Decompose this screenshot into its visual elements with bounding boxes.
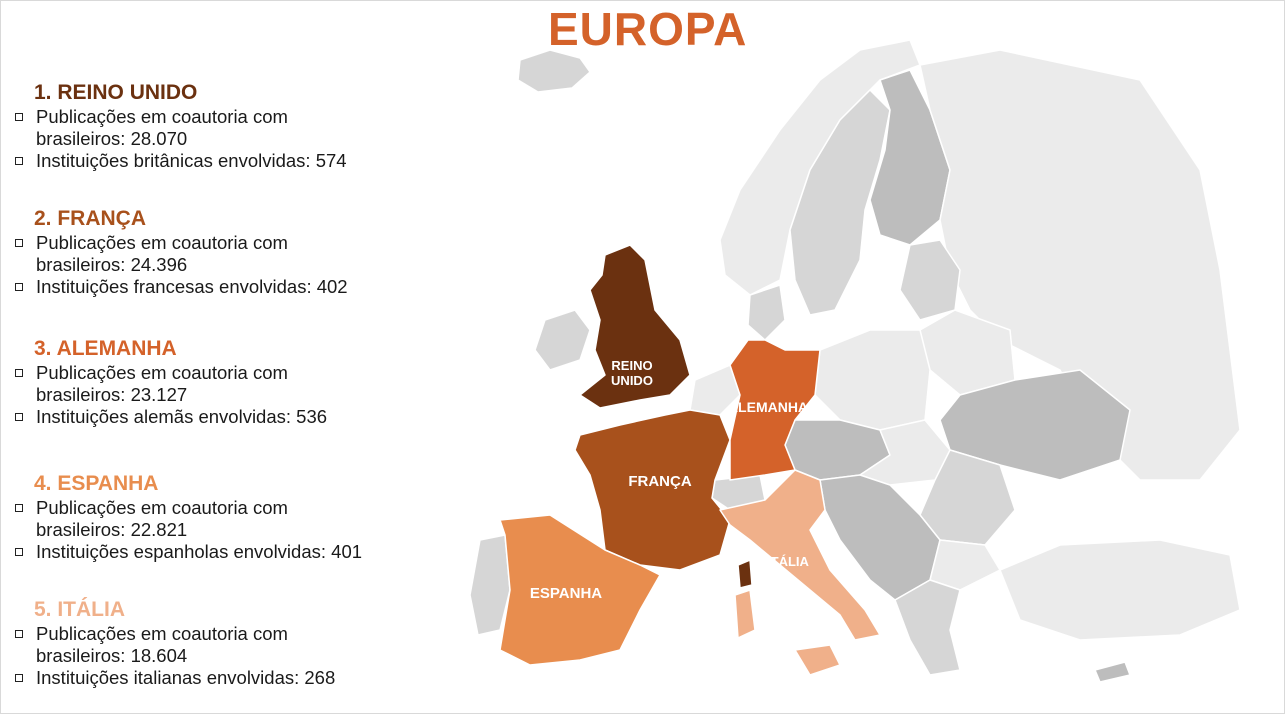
ranking-item-spain: 4. ESPANHA Publicações em coautoria com b… <box>12 471 432 563</box>
square-bullet-icon <box>15 369 23 377</box>
square-bullet-icon <box>15 630 23 638</box>
map-region-poland <box>814 329 931 431</box>
map-region-spain <box>499 514 661 666</box>
publications-value: brasileiros: 18.604 <box>36 645 188 666</box>
map-region-turkey <box>999 539 1241 641</box>
map-region-sweden <box>789 89 891 316</box>
square-bullet-icon <box>15 413 23 421</box>
map-region-corsica <box>737 559 753 589</box>
ranking-publications-italy: Publicações em coautoria com brasileiros:… <box>12 623 432 667</box>
map-region-denmark <box>747 284 786 341</box>
map-region-iceland <box>517 49 591 93</box>
square-bullet-icon <box>15 113 23 121</box>
ranking-institutions-uk: Instituições britânicas envolvidas: 574 <box>12 150 432 172</box>
square-bullet-icon <box>15 548 23 556</box>
square-bullet-icon <box>15 239 23 247</box>
page-title: EUROPA <box>548 3 748 55</box>
ranking-heading-france: 2. FRANÇA <box>34 207 147 230</box>
publications-label: Publicações em coautoria com <box>36 497 288 518</box>
map-region-uk <box>579 244 691 409</box>
map-region-sicily <box>794 644 841 676</box>
institutions-text: Instituições italianas envolvidas: 268 <box>36 667 336 688</box>
map-region-cyprus <box>1094 661 1131 683</box>
map-label-france: FRANÇA <box>628 473 691 490</box>
map-region-germany <box>729 339 821 481</box>
square-bullet-icon <box>15 504 23 512</box>
map-region-italy <box>719 469 881 641</box>
square-bullet-icon <box>15 283 23 291</box>
publications-label: Publicações em coautoria com <box>36 232 288 253</box>
institutions-text: Instituições francesas envolvidas: 402 <box>36 276 348 297</box>
ranking-institutions-italy: Instituições italianas envolvidas: 268 <box>12 667 432 689</box>
ranking-institutions-france: Instituições francesas envolvidas: 402 <box>12 276 432 298</box>
ranking-item-italy: 5. ITÁLIA Publicações em coautoria com br… <box>12 597 432 689</box>
ranking-heading-spain: 4. ESPANHA <box>34 472 159 495</box>
ranking-item-uk: 1. REINO UNIDO Publicações em coautoria … <box>12 80 432 172</box>
institutions-text: Instituições britânicas envolvidas: 574 <box>36 150 347 171</box>
institutions-text: Instituições espanholas envolvidas: 401 <box>36 541 363 562</box>
europe-map: REINO UNIDO ALEMANHA FRANÇA ESPANHA ITÁL… <box>469 39 1241 683</box>
map-label-spain: ESPANHA <box>530 585 602 602</box>
ranking-item-germany: 3. ALEMANHA Publicações em coautoria com… <box>12 336 432 428</box>
square-bullet-icon <box>15 157 23 165</box>
map-region-sardinia <box>734 589 756 639</box>
publications-value: brasileiros: 23.127 <box>36 384 188 405</box>
publications-value: brasileiros: 28.070 <box>36 128 188 149</box>
ranking-heading-uk: 1. REINO UNIDO <box>34 81 198 104</box>
map-region-ireland <box>534 309 591 371</box>
ranking-heading-germany: 3. ALEMANHA <box>34 337 177 360</box>
map-region-ukraine <box>939 369 1131 481</box>
map-region-bulgaria <box>929 539 1001 591</box>
publications-label: Publicações em coautoria com <box>36 362 288 383</box>
ranking-heading-italy: 5. ITÁLIA <box>34 598 126 621</box>
map-region-benelux <box>689 364 741 416</box>
map-label-uk-2: UNIDO <box>611 373 653 388</box>
ranking-publications-france: Publicações em coautoria com brasileiros:… <box>12 232 432 276</box>
map-label-italy: ITÁLIA <box>767 554 809 569</box>
map-label-uk-1: REINO <box>611 358 652 373</box>
ranking-publications-uk: Publicações em coautoria com brasileiros:… <box>12 106 432 150</box>
square-bullet-icon <box>15 674 23 682</box>
ranking-publications-spain: Publicações em coautoria com brasileiros:… <box>12 497 432 541</box>
publications-label: Publicações em coautoria com <box>36 106 288 127</box>
publications-value: brasileiros: 24.396 <box>36 254 188 275</box>
map-region-greece <box>894 579 961 676</box>
map-label-germany: ALEMANHA <box>728 399 808 415</box>
ranking-publications-germany: Publicações em coautoria com brasileiros:… <box>12 362 432 406</box>
publications-value: brasileiros: 22.821 <box>36 519 188 540</box>
map-region-hungary-slovakia <box>859 419 951 486</box>
publications-label: Publicações em coautoria com <box>36 623 288 644</box>
ranking-institutions-germany: Instituições alemãs envolvidas: 536 <box>12 406 432 428</box>
ranking-institutions-spain: Instituições espanholas envolvidas: 401 <box>12 541 432 563</box>
institutions-text: Instituições alemãs envolvidas: 536 <box>36 406 328 427</box>
ranking-item-france: 2. FRANÇA Publicações em coautoria com br… <box>12 206 432 298</box>
map-region-portugal <box>469 534 511 636</box>
